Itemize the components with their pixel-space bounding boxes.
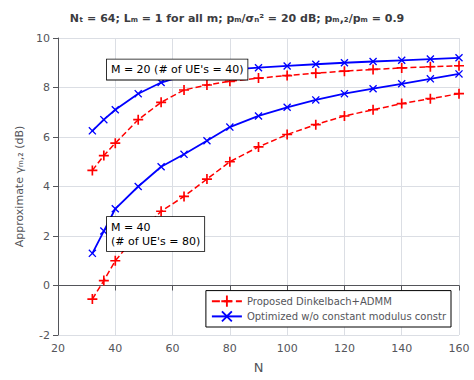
svg-text:10: 10 [36,32,50,45]
svg-text:4: 4 [43,180,50,193]
svg-text:100: 100 [277,342,298,355]
svg-text:M = 40: M = 40 [111,221,151,234]
svg-text:N: N [254,360,264,375]
svg-text:20: 20 [51,342,65,355]
svg-text:(# of UE's = 80): (# of UE's = 80) [111,235,200,248]
svg-text:Approximate γₘ,₂ (dB): Approximate γₘ,₂ (dB) [13,126,26,248]
svg-text:160: 160 [449,342,470,355]
svg-text:0: 0 [43,279,50,292]
svg-text:8: 8 [43,81,50,94]
svg-text:40: 40 [108,342,122,355]
svg-text:Optimized w/o constant modulus: Optimized w/o constant modulus constr [247,311,447,322]
svg-text:60: 60 [166,342,180,355]
svg-text:80: 80 [223,342,237,355]
svg-text:-2: -2 [39,329,50,342]
svg-text:120: 120 [334,342,355,355]
svg-text:M = 20 (# of UE's = 40): M = 20 (# of UE's = 40) [111,63,244,76]
svg-text:Nₜ = 64; Lₘ = 1 for all m; pₘ/: Nₜ = 64; Lₘ = 1 for all m; pₘ/σₙ² = 20 d… [70,12,404,25]
svg-text:2: 2 [43,230,50,243]
svg-text:140: 140 [391,342,412,355]
svg-text:Proposed Dinkelbach+ADMM: Proposed Dinkelbach+ADMM [247,296,392,307]
svg-text:6: 6 [43,131,50,144]
